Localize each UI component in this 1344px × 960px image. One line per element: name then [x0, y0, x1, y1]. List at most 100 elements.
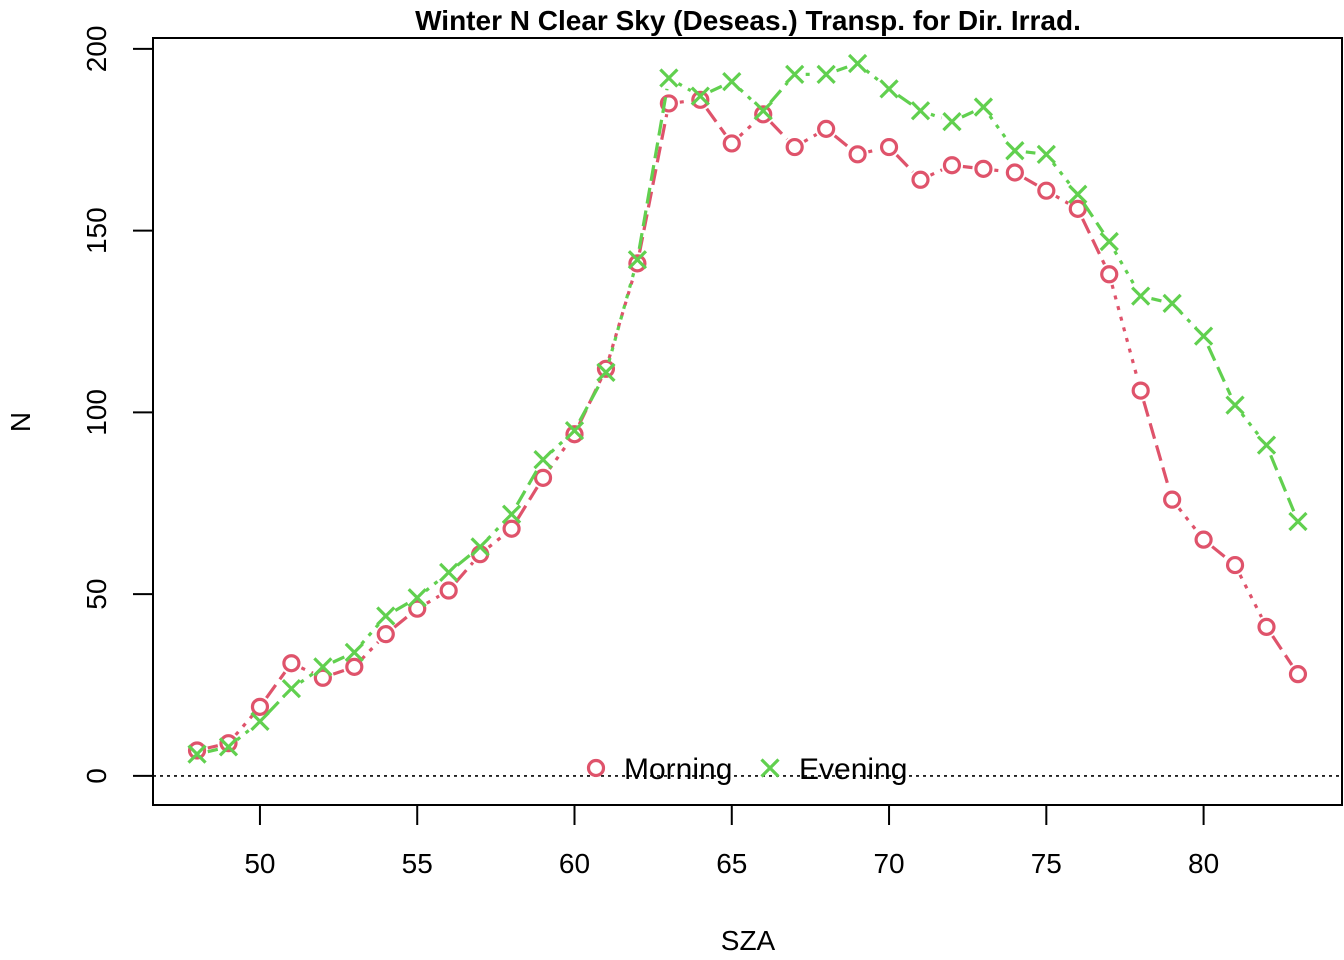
data-point [376, 606, 396, 626]
series-line-segment [266, 695, 285, 715]
data-point [1193, 326, 1214, 346]
data-point [1131, 286, 1151, 306]
series-line-segment [360, 623, 380, 646]
series-line-segment [1110, 284, 1140, 381]
series-line-segment [454, 561, 475, 584]
data-point [942, 156, 962, 175]
series-line-segment [1177, 507, 1199, 532]
data-point [439, 581, 458, 600]
data-point [282, 654, 301, 673]
series-line-segment [705, 107, 727, 136]
data-point [470, 537, 490, 557]
legend: Morning Evening [586, 753, 907, 786]
y-tick-label: 50 [81, 579, 112, 610]
series-line-segment [393, 614, 410, 629]
data-point [250, 711, 270, 732]
series-line-segment [1113, 250, 1137, 288]
x-axis: 50 55 60 65 70 75 80 [244, 804, 1219, 879]
series-line-segment [1055, 194, 1070, 205]
series-line-segment [1240, 412, 1261, 438]
series-line-segment [487, 534, 505, 549]
data-point [313, 668, 332, 687]
series-line-segment [1178, 310, 1198, 330]
series-line-segment [897, 93, 913, 106]
data-point [1288, 665, 1308, 684]
series-line-segment [929, 168, 943, 177]
series-line-segment [679, 99, 690, 104]
plot-frame [152, 37, 1343, 806]
y-axis: 0 50 100 150 200 [81, 26, 154, 784]
data-point [817, 119, 836, 138]
data-point [1005, 141, 1025, 161]
data-point [1068, 184, 1088, 204]
y-axis-label: N [5, 412, 36, 432]
series-line-segment [867, 147, 879, 154]
data-point [1068, 199, 1087, 218]
data-point [722, 71, 742, 92]
data-point [910, 101, 931, 121]
series-line-segment [1206, 345, 1232, 396]
legend-marker-morning [586, 758, 606, 778]
series-line-segment [994, 168, 1005, 173]
data-point [596, 359, 616, 378]
data-point [564, 420, 585, 441]
series-line-segment [550, 436, 568, 454]
series-line-segment [738, 120, 757, 138]
data-point [1099, 231, 1119, 252]
data-point [313, 657, 333, 677]
series-line-segment [836, 65, 848, 73]
series-line-segment [895, 153, 915, 173]
data-point [753, 101, 773, 121]
series-line-segment [738, 87, 757, 105]
data-point [219, 734, 238, 753]
series-line-segment [1025, 150, 1036, 155]
data-point [408, 599, 427, 618]
series-line-segment [988, 115, 1010, 143]
legend-marker-evening [760, 758, 780, 778]
series-line-segment [207, 747, 219, 754]
plot-area [153, 53, 1342, 777]
series-line-segment [677, 82, 692, 93]
data-point [974, 159, 993, 178]
data-point [691, 90, 710, 109]
series-line-segment [394, 601, 409, 612]
series-line-segment [709, 84, 723, 93]
series-line-segment [332, 668, 345, 676]
series-line-segment [578, 381, 603, 422]
series-line-segment [961, 110, 975, 119]
series-line-segment [637, 113, 669, 253]
series-line-segment [865, 69, 882, 84]
data-point [281, 679, 302, 699]
series-line-segment [548, 442, 570, 470]
data-point [344, 642, 364, 662]
data-point [1257, 617, 1276, 636]
series-line-segment [236, 727, 253, 742]
data-point [690, 86, 710, 106]
chart-title: Winter N Clear Sky (Deseas.) Transp. for… [415, 5, 1081, 36]
x-tick-label: 75 [1031, 848, 1062, 879]
series-line-segment [1271, 635, 1294, 666]
series-line-segment [234, 714, 254, 736]
data-point [973, 97, 994, 117]
series-line-segment [332, 655, 345, 664]
data-point [218, 737, 239, 757]
series-line-segment [207, 744, 219, 750]
series-line-segment [456, 552, 473, 567]
data-point [1225, 555, 1245, 575]
series-line-segment [515, 468, 539, 506]
legend-label-morning: Morning [624, 753, 732, 786]
series-line-segment [486, 521, 506, 541]
data-point [785, 137, 804, 157]
data-point [1162, 293, 1182, 313]
data-point [565, 425, 584, 444]
data-point [627, 250, 648, 270]
data-point [879, 137, 899, 157]
data-point [659, 68, 679, 88]
data-point [187, 744, 207, 764]
data-point [911, 170, 930, 189]
data-point [1131, 381, 1150, 400]
data-point [1288, 511, 1308, 532]
data-point [1005, 163, 1024, 182]
series-line-segment [300, 666, 314, 675]
data-point [1036, 144, 1056, 164]
